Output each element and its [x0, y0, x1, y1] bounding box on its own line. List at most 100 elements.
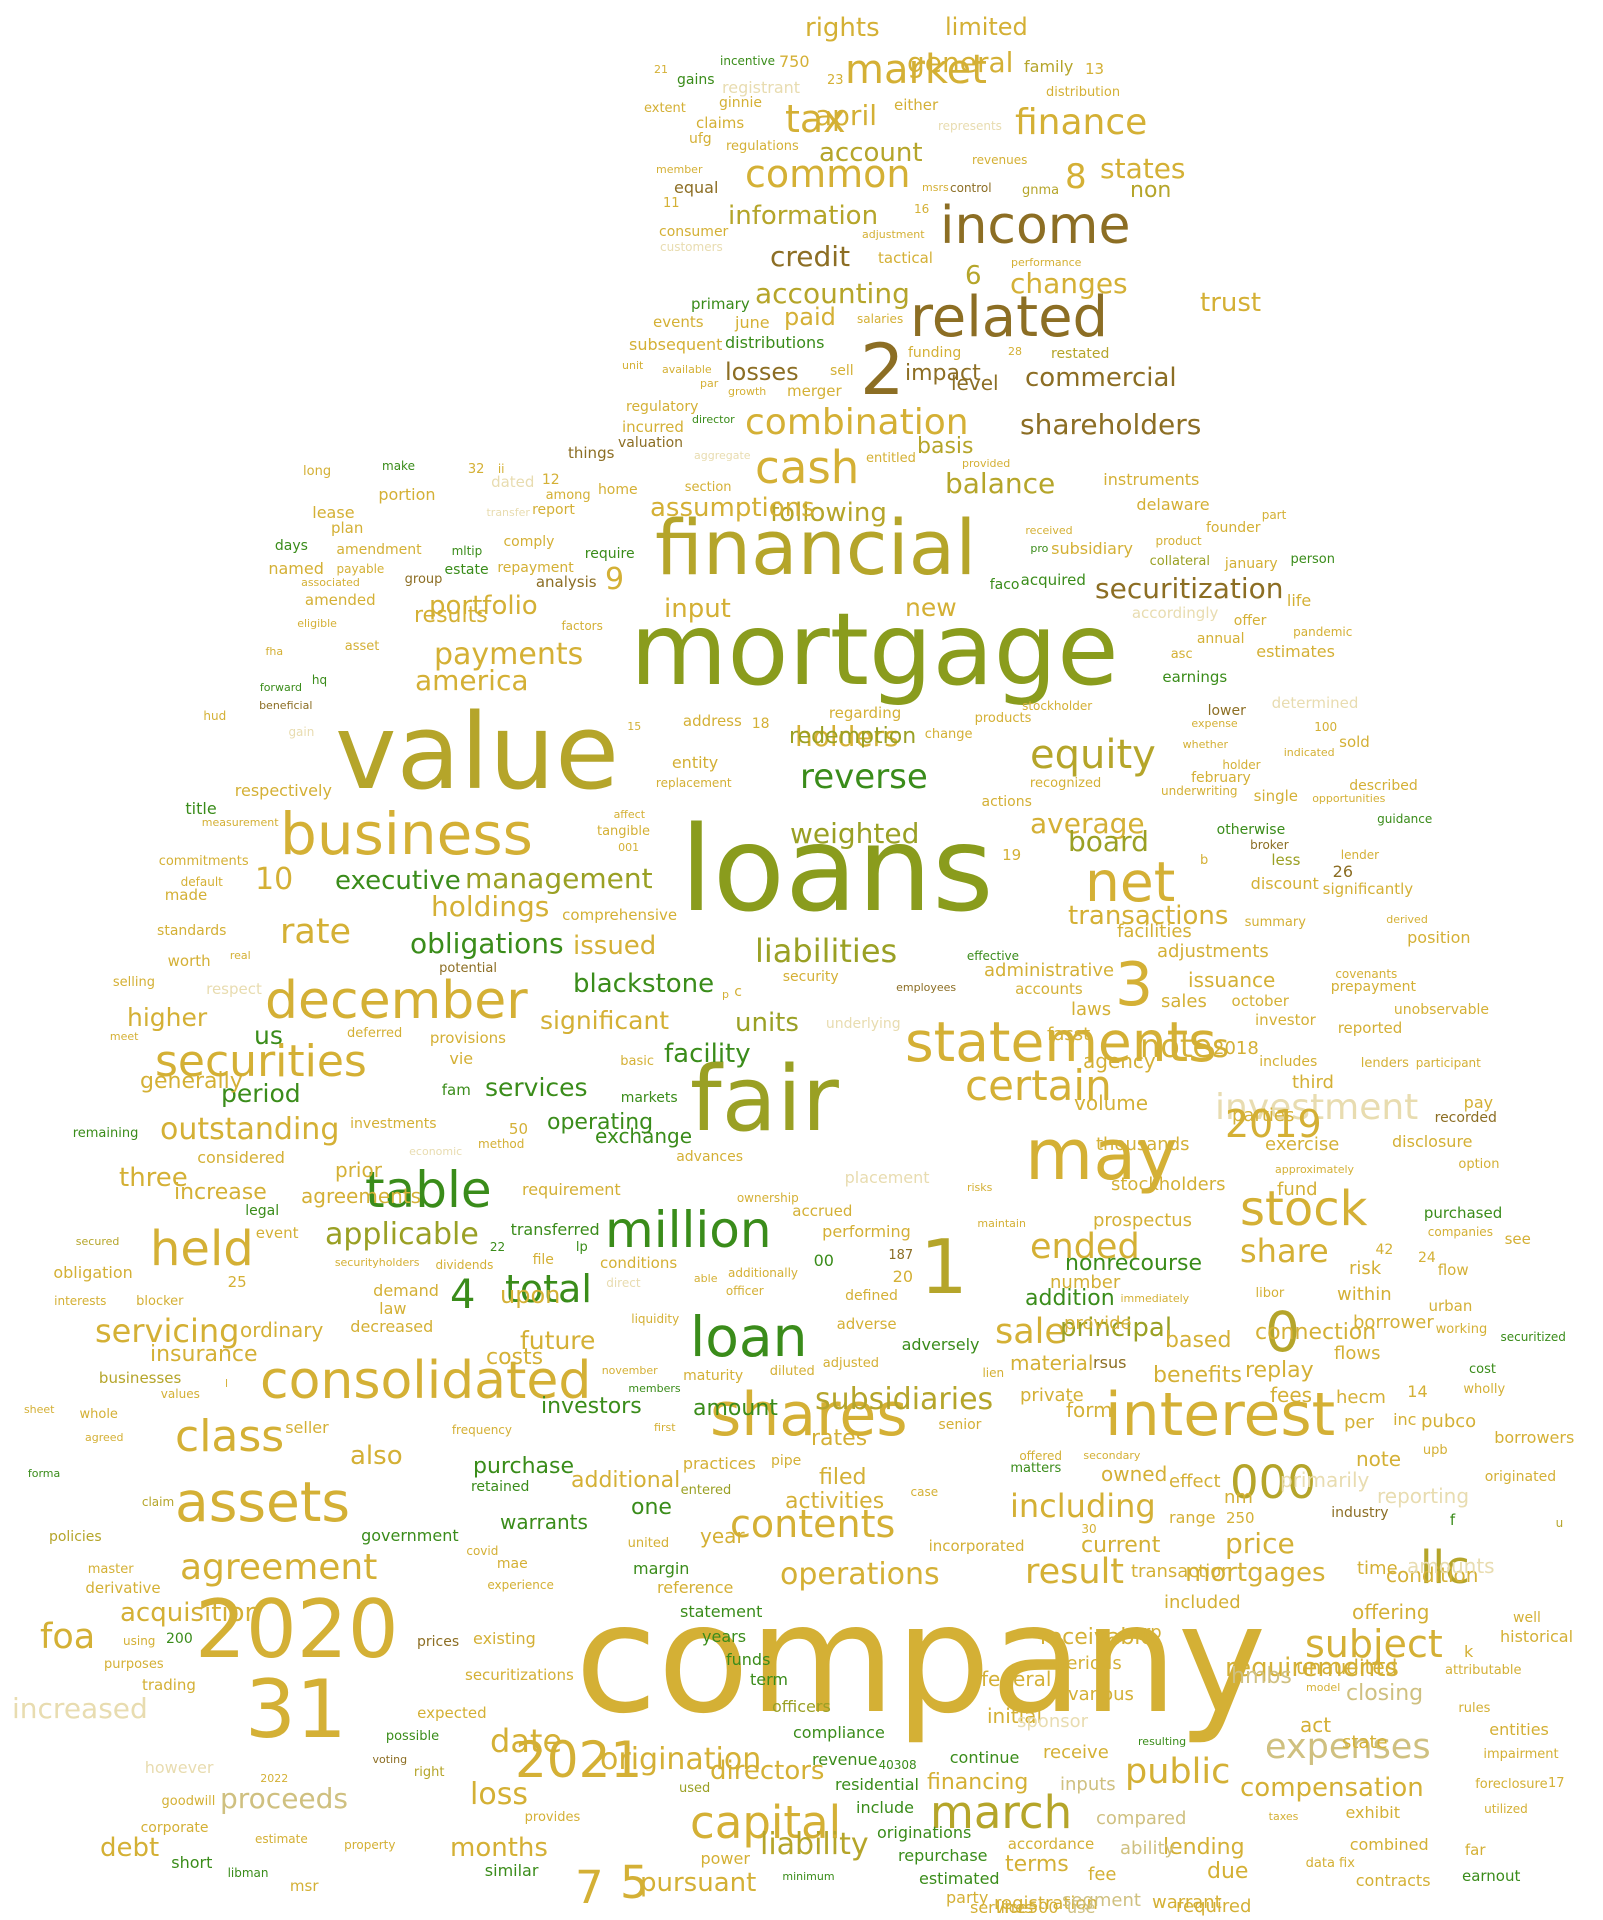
cloud-word: offer [1233, 613, 1267, 629]
cloud-word: warrant [1152, 1892, 1222, 1913]
cloud-word: 11 [663, 196, 680, 211]
cloud-word: growth [728, 385, 767, 398]
cloud-word: notes [1140, 1027, 1229, 1065]
cloud-word: tangible [596, 824, 651, 839]
cloud-word: statement [680, 1602, 763, 1621]
cloud-word: worth [167, 952, 211, 970]
cloud-word: april [815, 99, 878, 132]
cloud-word: hq [311, 673, 328, 687]
cloud-word: minimum [782, 1870, 835, 1883]
cloud-word: demand [373, 1281, 439, 1300]
cloud-word: assets [175, 1470, 351, 1534]
cloud-word: c [734, 984, 742, 1000]
cloud-word: may [1025, 1114, 1178, 1196]
cloud-word: price [1225, 1527, 1295, 1560]
cloud-word: market [845, 47, 987, 93]
cloud-word: 2019 [1225, 1102, 1322, 1146]
cloud-word: non [1130, 178, 1172, 203]
cloud-word: 1 [920, 1223, 968, 1311]
cloud-word: broker [1250, 838, 1289, 852]
cloud-word: ordinary [240, 1318, 324, 1342]
cloud-word: volume [1074, 1091, 1149, 1115]
cloud-word: secondary [1083, 1449, 1141, 1462]
cloud-word: company [575, 1573, 1267, 1747]
cloud-word: meet [109, 1030, 139, 1043]
cloud-word: 250 [1225, 1509, 1255, 1527]
cloud-word: facilities [1117, 921, 1192, 942]
cloud-word: product [1155, 534, 1202, 548]
cloud-word: periods [1055, 1653, 1122, 1674]
cloud-word: flow [1437, 1261, 1469, 1279]
cloud-word: inputs [1060, 1774, 1116, 1795]
cloud-word: mae [496, 1556, 528, 1572]
cloud-word: faco [989, 577, 1020, 593]
cloud-word: risk [1349, 1258, 1382, 1279]
cloud-word: amounts [1407, 1554, 1495, 1578]
cloud-word: agreement [180, 1547, 378, 1588]
cloud-word: restated [1051, 346, 1110, 362]
cloud-word: instruments [1103, 470, 1200, 489]
cloud-word: executive [335, 866, 461, 896]
cloud-word: obligations [410, 927, 564, 960]
cloud-word: reference [657, 1578, 734, 1597]
cloud-word: registrant [722, 78, 801, 97]
cloud-word: entitled [866, 451, 916, 466]
cloud-word: 14 [1407, 1382, 1428, 1401]
cloud-word: exchange [595, 1124, 693, 1148]
cloud-word: liabilities [755, 932, 898, 970]
cloud-word: securitizations [465, 1666, 574, 1684]
cloud-word: defined [845, 1288, 898, 1304]
cloud-word: fee [1088, 1864, 1117, 1885]
cloud-word: derived [1386, 913, 1428, 926]
cloud-word: due [1207, 1859, 1249, 1884]
cloud-word: estimate [254, 1832, 308, 1846]
cloud-word: selling [112, 975, 156, 990]
cloud-word: funds [726, 1650, 771, 1669]
cloud-word: transferred [510, 1220, 600, 1239]
cloud-word: less [1271, 851, 1301, 869]
cloud-word: lender [1340, 848, 1380, 862]
cloud-word: u [1555, 1516, 1564, 1530]
cloud-word: revenues [972, 153, 1028, 167]
cloud-word: estimated [919, 1869, 1000, 1888]
cloud-word: form [1066, 1398, 1113, 1422]
cloud-word: 18 [751, 716, 770, 732]
cloud-word: 42 [1375, 1242, 1394, 1258]
cloud-word: default [180, 875, 223, 889]
cloud-word: working [1435, 1322, 1488, 1337]
cloud-word: 4 [450, 1272, 476, 1318]
cloud-word: securitized [1500, 1330, 1566, 1344]
cloud-word: extent [644, 101, 686, 116]
cloud-word: businesses [98, 1369, 182, 1387]
cloud-word: seller [285, 1418, 329, 1437]
cloud-word: unaudited [1296, 1655, 1398, 1679]
cloud-word: respect [206, 980, 262, 998]
cloud-word: 21 [654, 63, 668, 76]
cloud-word: conditions [600, 1254, 678, 1272]
cloud-word: direct [606, 1276, 641, 1290]
cloud-word: months [450, 1833, 548, 1863]
cloud-word: fam [441, 1081, 471, 1099]
cloud-word: agreements [301, 1184, 422, 1208]
cloud-word: insurance [150, 1342, 258, 1367]
cloud-word: voting [372, 1753, 408, 1766]
cloud-word: described [1349, 778, 1418, 794]
cloud-word: investors [541, 1394, 642, 1419]
cloud-word: 00 [813, 1251, 834, 1270]
cloud-word: directors [710, 1756, 825, 1786]
cloud-word: term [750, 1670, 788, 1689]
cloud-word: owned [1101, 1462, 1168, 1486]
cloud-word: income [940, 196, 1131, 256]
cloud-word: sold [1339, 733, 1370, 751]
cloud-word: servicing [95, 1312, 240, 1350]
cloud-word: report [532, 502, 575, 518]
cloud-word: shares [710, 1380, 908, 1450]
cloud-word: nonrecourse [1065, 1251, 1202, 1276]
cloud-word: 2018 [1213, 1038, 1259, 1059]
cloud-word: expenses [1265, 1727, 1431, 1767]
cloud-word: officer [725, 1284, 764, 1298]
cloud-word: offering [1352, 1600, 1430, 1624]
cloud-word: senior [938, 1417, 982, 1433]
cloud-word: power [700, 1849, 750, 1868]
